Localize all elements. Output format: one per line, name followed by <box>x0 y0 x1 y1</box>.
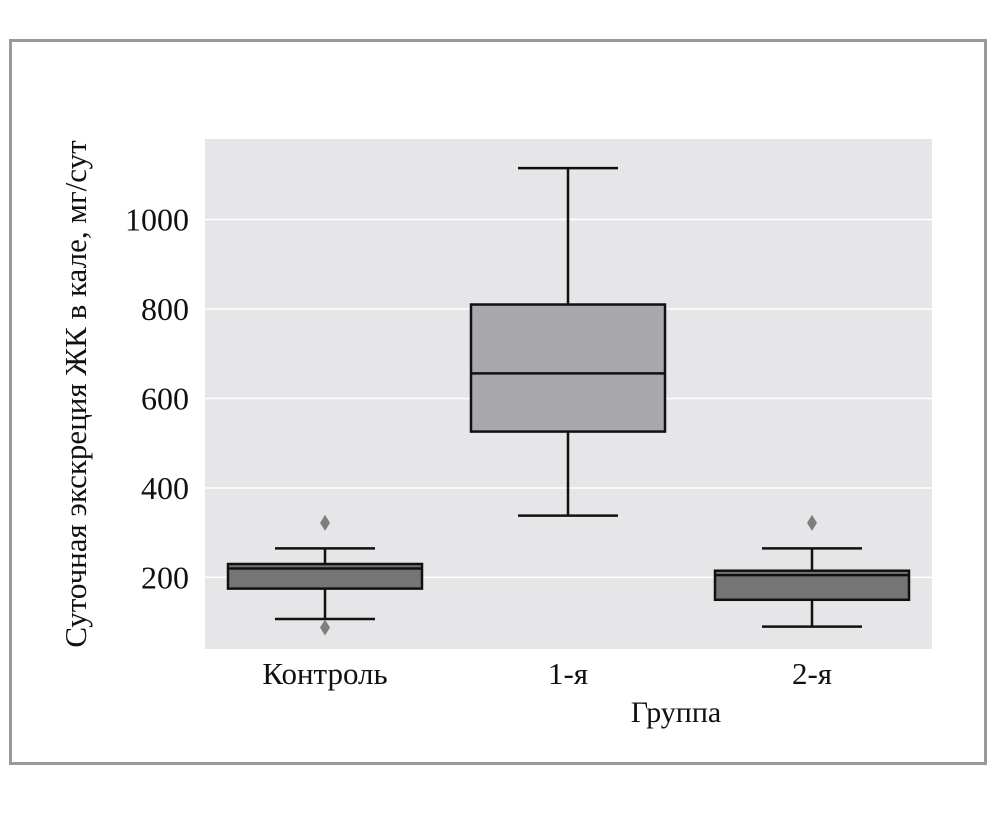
x-axis-label: Группа <box>631 696 721 729</box>
box-3 <box>713 514 911 628</box>
y-tick-label-1000: 1000 <box>125 202 189 238</box>
box-1-outlier-1 <box>320 619 330 636</box>
y-tick-label-200: 200 <box>141 559 189 595</box>
x-tick-label-3: 2-я <box>792 656 832 691</box>
box-2-iqr-box <box>469 303 667 433</box>
x-tick-label-2: 1-я <box>548 656 588 691</box>
y-axis-label: Суточная экскреция ЖК в кале, мг/сут <box>58 140 93 648</box>
x-tick-labels: Контроль 1-я 2-я <box>262 656 832 691</box>
y-tick-labels: 200 400 600 800 1000 <box>125 202 189 596</box>
y-tick-label-800: 800 <box>141 291 189 327</box>
box-1-outlier-2 <box>320 514 330 531</box>
y-tick-label-400: 400 <box>141 470 189 506</box>
y-tick-label-600: 600 <box>141 380 189 416</box>
box-1 <box>226 514 424 636</box>
box-3-outlier-1 <box>807 514 817 531</box>
boxes-layer <box>226 166 911 636</box>
box-2 <box>469 166 667 517</box>
x-tick-label-1: Контроль <box>262 656 387 691</box>
